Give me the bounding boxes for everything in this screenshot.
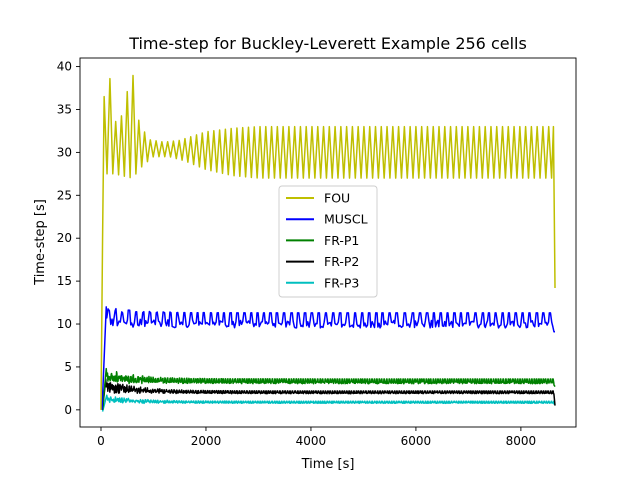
legend: FOU MUSCL FR-P1 FR-P2 FR-P3 — [278, 185, 378, 298]
series-line-fr-p3 — [101, 394, 556, 412]
y-axis-label: Time-step [s] — [33, 199, 48, 286]
plot-frame — [79, 57, 577, 428]
legend-box — [278, 185, 378, 298]
series-line-fr-p2 — [101, 378, 556, 410]
legend-label-fou: FOU — [324, 191, 350, 206]
y-tick-label: 35 — [57, 102, 72, 116]
x-tick-label: 0 — [97, 434, 105, 448]
legend-label-fr-p3: FR-P3 — [324, 275, 359, 290]
y-tick-label: 20 — [57, 231, 72, 245]
x-tick-label: 4000 — [296, 434, 327, 448]
series-line-fr-p1 — [101, 367, 556, 410]
legend-label-fr-p2: FR-P2 — [324, 254, 359, 269]
legend-label-fr-p1: FR-P1 — [324, 233, 359, 248]
y-tick-label: 5 — [64, 360, 72, 374]
series-line-fou — [100, 74, 556, 410]
y-tick-label: 10 — [57, 317, 72, 331]
series-layer — [100, 74, 556, 412]
y-tick-label: 15 — [57, 274, 72, 288]
y-axis: 0 5 10 15 20 25 30 35 40 — [57, 60, 80, 417]
y-tick-label: 0 — [64, 403, 72, 417]
chart-title: Time-step for Buckley-Leverett Example 2… — [128, 34, 527, 53]
x-axis: 0 2000 4000 6000 8000 — [97, 427, 536, 448]
x-axis-label: Time [s] — [301, 457, 355, 472]
y-tick-label: 40 — [57, 60, 72, 74]
x-tick-label: 8000 — [506, 434, 537, 448]
x-tick-label: 6000 — [401, 434, 432, 448]
y-tick-label: 30 — [57, 145, 72, 159]
x-tick-label: 2000 — [191, 434, 222, 448]
series-line-muscl — [101, 306, 556, 410]
y-tick-label: 25 — [57, 188, 72, 202]
legend-label-muscl: MUSCL — [324, 212, 368, 227]
